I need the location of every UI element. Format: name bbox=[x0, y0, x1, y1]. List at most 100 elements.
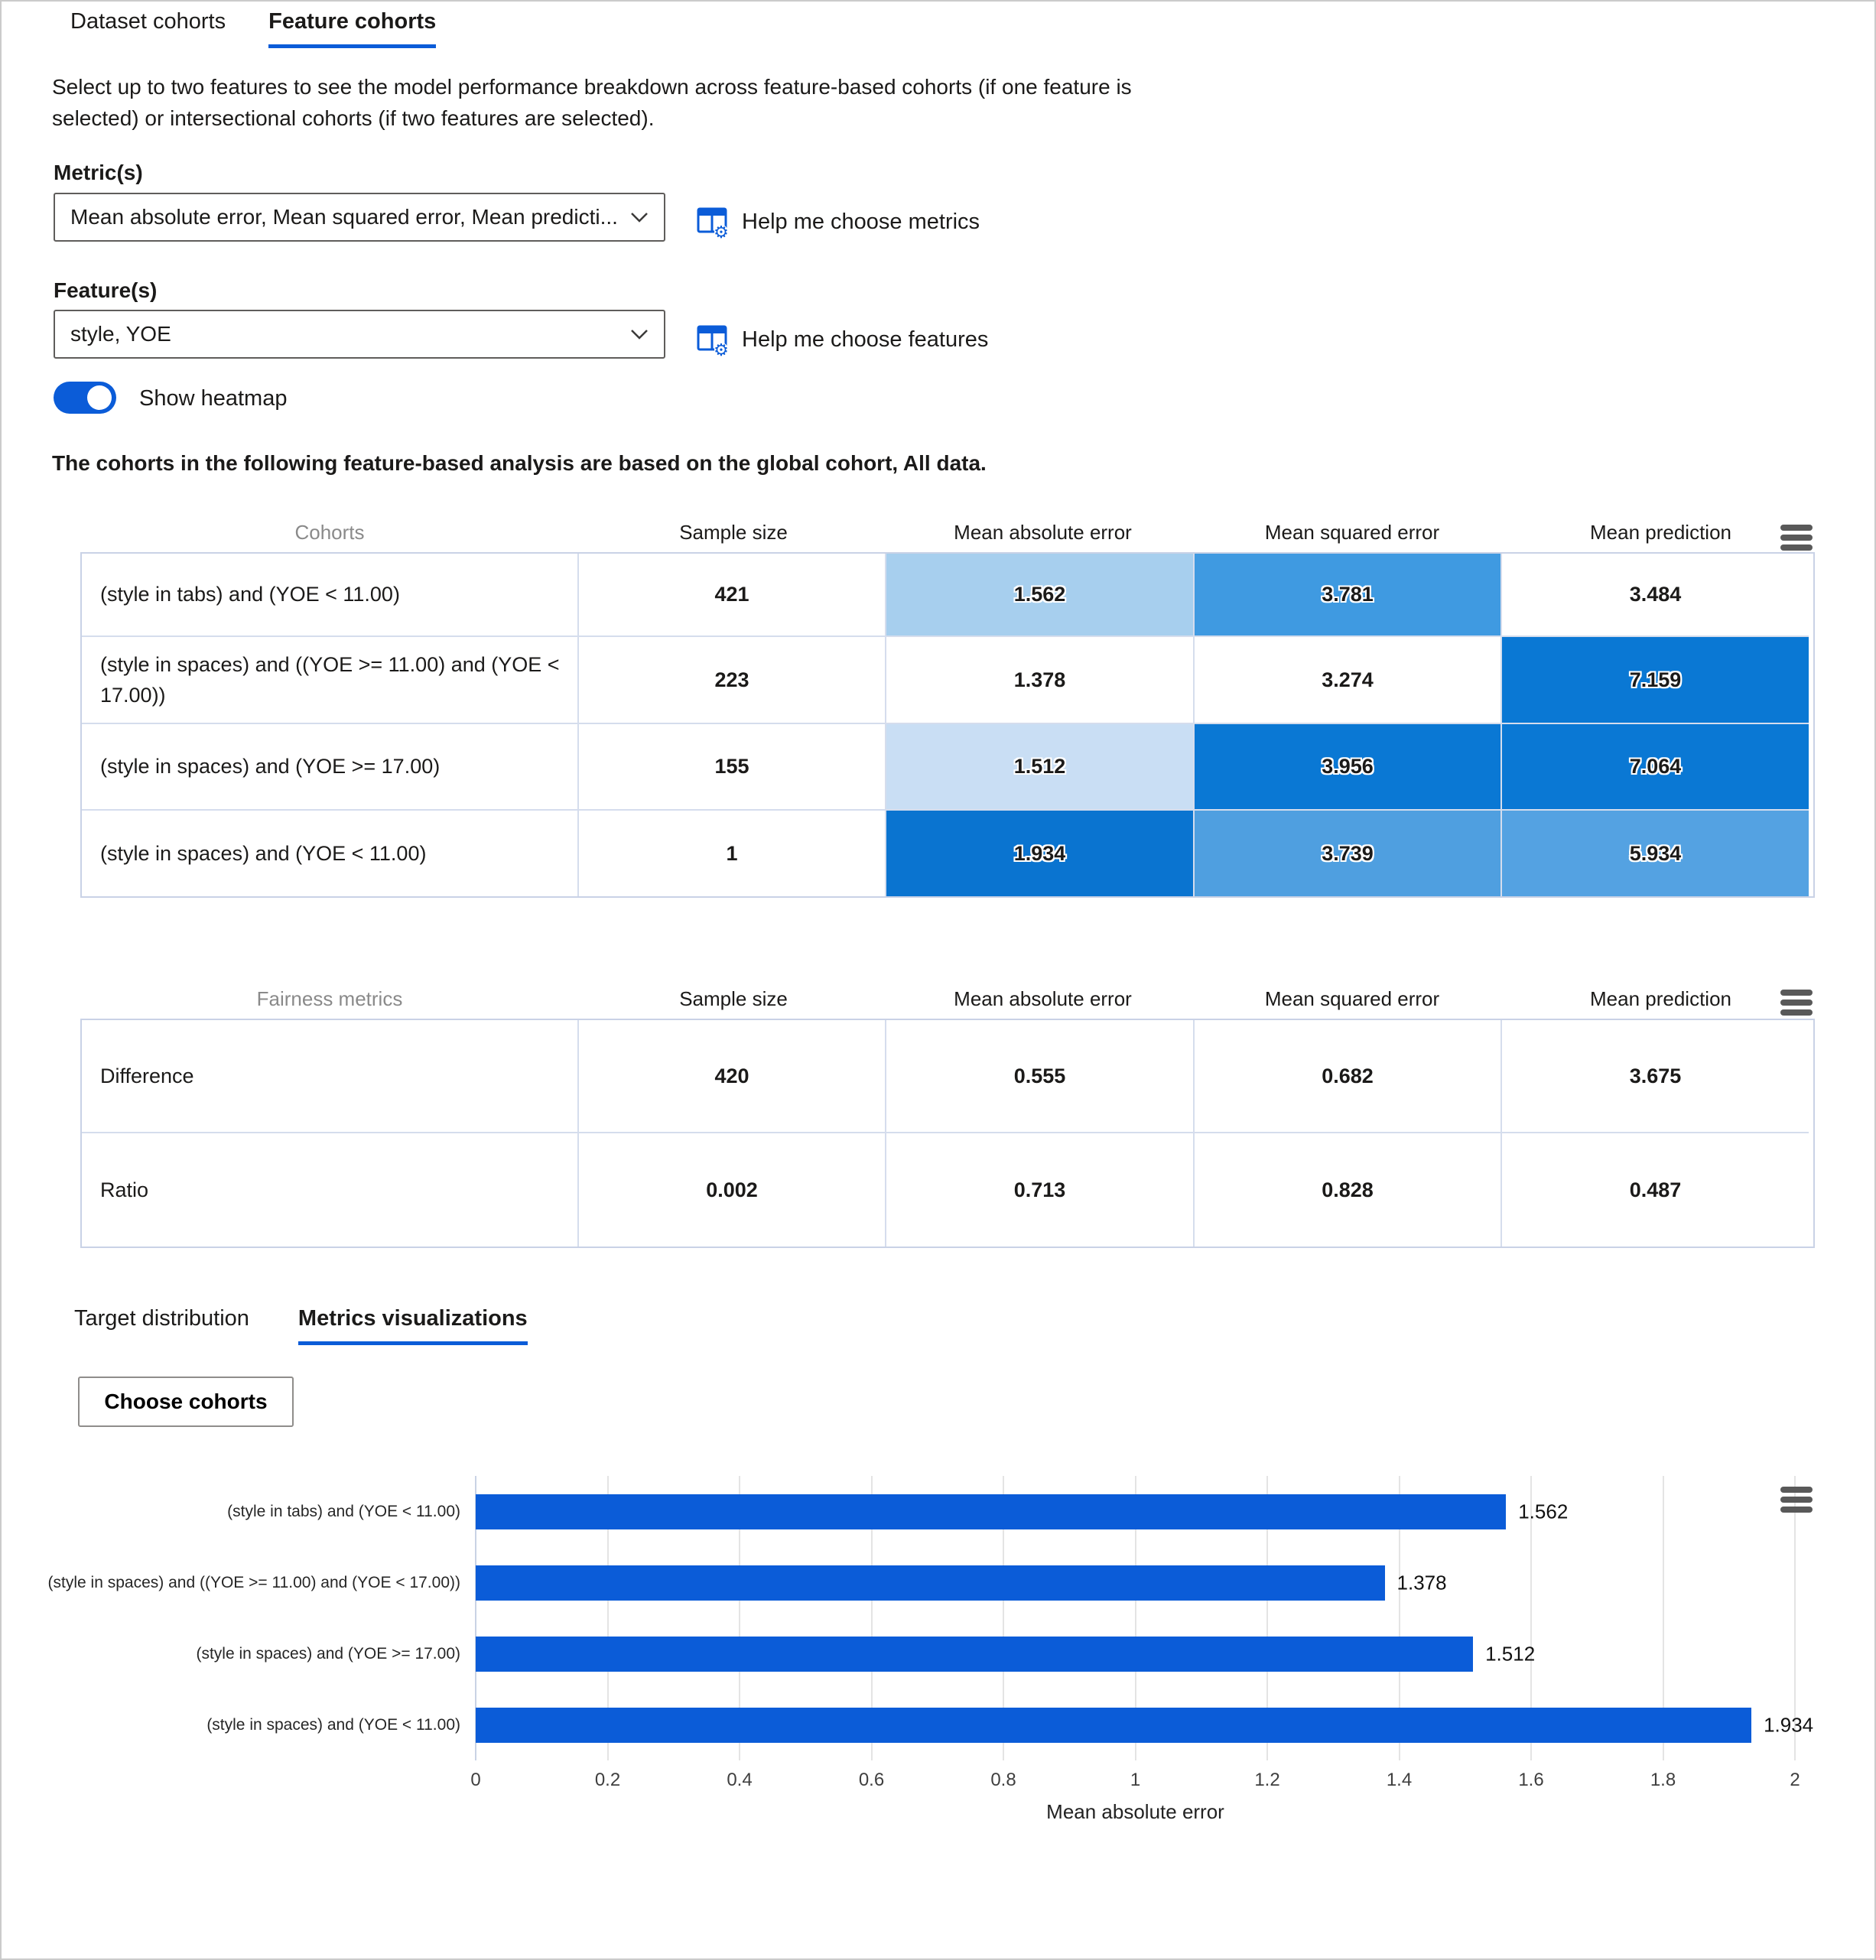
fairness-table-menu-icon[interactable] bbox=[1780, 990, 1813, 1016]
table-row: (style in spaces) and ((YOE >= 11.00) an… bbox=[82, 637, 1813, 724]
column-header-sample-size: Sample size bbox=[679, 520, 788, 544]
bar bbox=[476, 1565, 1385, 1601]
gridline bbox=[1530, 1476, 1532, 1760]
metrics-dropdown-value: Mean absolute error, Mean squared error,… bbox=[70, 205, 618, 229]
metric-heatmap-cell: 3.956 bbox=[1195, 724, 1502, 811]
x-tick-label: 0.4 bbox=[727, 1770, 753, 1790]
help-choose-metrics-label: Help me choose metrics bbox=[742, 209, 980, 234]
table-row: Difference 420 0.555 0.682 3.675 bbox=[82, 1020, 1813, 1133]
table-row: (style in spaces) and (YOE < 11.00) 1 1.93… bbox=[82, 811, 1813, 896]
visualization-tabs: Target distribution Metrics visualizatio… bbox=[74, 1306, 528, 1345]
gridline bbox=[1266, 1476, 1268, 1760]
show-heatmap-toggle[interactable] bbox=[54, 382, 116, 414]
bar-value-label: 1.512 bbox=[1485, 1642, 1536, 1665]
metric-heatmap-cell: 1.512 bbox=[886, 724, 1195, 811]
metric-heatmap-cell: 3.484 bbox=[1502, 554, 1809, 637]
features-dropdown[interactable]: style, YOE bbox=[54, 310, 665, 359]
cohort-name-cell: (style in tabs) and (YOE < 11.00) bbox=[82, 554, 579, 637]
x-tick-label: 2 bbox=[1790, 1770, 1800, 1790]
fairness-metric-name-cell: Difference bbox=[82, 1020, 579, 1133]
cohort-name-cell: (style in spaces) and (YOE >= 17.00) bbox=[82, 724, 579, 811]
gridline bbox=[1134, 1476, 1136, 1760]
chart-x-axis-label: Mean absolute error bbox=[1046, 1800, 1224, 1823]
column-header-mse: Mean squared error bbox=[1264, 987, 1440, 1010]
features-label: Feature(s) bbox=[54, 278, 158, 302]
x-tick-label: 1.4 bbox=[1386, 1770, 1413, 1790]
gridline bbox=[1003, 1476, 1004, 1760]
fairness-value-cell: 0.002 bbox=[579, 1133, 886, 1247]
cohort-table-body: (style in tabs) and (YOE < 11.00) 421 1.56… bbox=[80, 552, 1815, 898]
gridline bbox=[870, 1476, 873, 1760]
gridline bbox=[1398, 1476, 1400, 1760]
x-tick-label: 1 bbox=[1130, 1770, 1141, 1790]
category-label: (style in tabs) and (YOE < 11.00) bbox=[227, 1502, 460, 1520]
bar bbox=[476, 1494, 1507, 1529]
x-tick-label: 0.2 bbox=[594, 1770, 621, 1790]
cohort-table-header: Cohorts Sample size Mean absolute error … bbox=[80, 512, 1815, 552]
x-tick-label: 0.6 bbox=[858, 1770, 885, 1790]
category-label: (style in spaces) and (YOE >= 17.00) bbox=[196, 1644, 460, 1663]
column-header-mean-prediction: Mean prediction bbox=[1590, 520, 1731, 544]
sample-size-cell: 223 bbox=[579, 637, 886, 724]
tab-dataset-cohorts[interactable]: Dataset cohorts bbox=[70, 9, 226, 34]
sample-size-cell: 421 bbox=[579, 554, 886, 637]
table-row: (style in spaces) and (YOE >= 17.00) 155 1… bbox=[82, 724, 1813, 811]
metric-heatmap-cell: 3.781 bbox=[1195, 554, 1502, 637]
fairness-value-cell: 3.675 bbox=[1502, 1020, 1809, 1133]
column-header-mean-prediction: Mean prediction bbox=[1590, 987, 1731, 1010]
help-choose-features-link[interactable]: ⚙ Help me choose features bbox=[696, 323, 988, 356]
tab-target-distribution[interactable]: Target distribution bbox=[74, 1306, 249, 1331]
table-settings-icon: ⚙ bbox=[697, 325, 729, 356]
chart-category-axis: (style in tabs) and (YOE < 11.00) (style … bbox=[17, 1476, 460, 1760]
column-header-fairness-metrics: Fairness metrics bbox=[256, 987, 403, 1010]
global-cohort-note: The cohorts in the following feature-bas… bbox=[52, 451, 987, 475]
fairness-value-cell: 0.828 bbox=[1195, 1133, 1502, 1247]
metric-heatmap-cell: 7.159 bbox=[1502, 637, 1809, 724]
gridline bbox=[475, 1476, 476, 1760]
bar-value-label: 1.934 bbox=[1764, 1713, 1814, 1736]
chart-menu-icon[interactable] bbox=[1780, 1487, 1813, 1513]
fairness-table-header: Fairness metrics Sample size Mean absolu… bbox=[80, 979, 1815, 1019]
metrics-dropdown[interactable]: Mean absolute error, Mean squared error,… bbox=[54, 193, 665, 242]
tab-feature-cohorts[interactable]: Feature cohorts bbox=[268, 9, 437, 48]
metric-heatmap-cell: 5.934 bbox=[1502, 811, 1809, 896]
fairness-metric-name-cell: Ratio bbox=[82, 1133, 579, 1247]
category-label: (style in spaces) and ((YOE >= 11.00) an… bbox=[47, 1573, 460, 1591]
cohort-metrics-table: Cohorts Sample size Mean absolute error … bbox=[80, 512, 1815, 898]
page-description: Select up to two features to see the mod… bbox=[52, 75, 1132, 130]
fairness-table-body: Difference 420 0.555 0.682 3.675 Ratio 0.002 0.… bbox=[80, 1019, 1815, 1248]
help-choose-metrics-link[interactable]: ⚙ Help me choose metrics bbox=[696, 205, 980, 239]
column-header-cohorts: Cohorts bbox=[294, 520, 365, 544]
cohort-table-menu-icon[interactable] bbox=[1780, 525, 1813, 551]
choose-cohorts-button[interactable]: Choose cohorts bbox=[78, 1377, 294, 1427]
metric-heatmap-cell: 7.064 bbox=[1502, 724, 1809, 811]
table-settings-icon: ⚙ bbox=[697, 207, 729, 239]
fairness-metrics-table: Fairness metrics Sample size Mean absolu… bbox=[80, 979, 1815, 1248]
column-header-mse: Mean squared error bbox=[1264, 520, 1440, 544]
tab-metrics-visualizations[interactable]: Metrics visualizations bbox=[297, 1306, 528, 1345]
gridline bbox=[1794, 1476, 1796, 1760]
fairness-value-cell: 0.682 bbox=[1195, 1020, 1502, 1133]
fairness-value-cell: 420 bbox=[579, 1020, 886, 1133]
table-row: Ratio 0.002 0.713 0.828 0.487 bbox=[82, 1133, 1813, 1247]
chevron-down-icon bbox=[631, 330, 648, 340]
column-header-mae: Mean absolute error bbox=[954, 520, 1132, 544]
chart-x-axis-ticks: 0 0.2 0.4 0.6 0.8 1 1.2 1.4 1.6 1.8 2 bbox=[470, 1770, 1800, 1793]
category-label: (style in spaces) and (YOE < 11.00) bbox=[206, 1715, 460, 1734]
bar-chart-plot-area: 1.562 1.378 1.512 1.934 bbox=[475, 1476, 1813, 1760]
gridline bbox=[606, 1476, 609, 1760]
x-tick-label: 0 bbox=[470, 1770, 481, 1790]
bar bbox=[476, 1707, 1752, 1743]
show-heatmap-label: Show heatmap bbox=[139, 386, 288, 411]
metric-heatmap-cell: 1.562 bbox=[886, 554, 1195, 637]
features-dropdown-value: style, YOE bbox=[70, 322, 171, 346]
metric-heatmap-cell: 1.378 bbox=[886, 637, 1195, 724]
x-tick-label: 1.6 bbox=[1518, 1770, 1544, 1790]
gridline bbox=[1662, 1476, 1664, 1760]
bar bbox=[476, 1636, 1474, 1672]
chevron-down-icon bbox=[631, 213, 648, 223]
gridline bbox=[739, 1476, 740, 1760]
fairness-value-cell: 0.713 bbox=[886, 1133, 1195, 1247]
svg-text:⚙: ⚙ bbox=[714, 341, 729, 356]
